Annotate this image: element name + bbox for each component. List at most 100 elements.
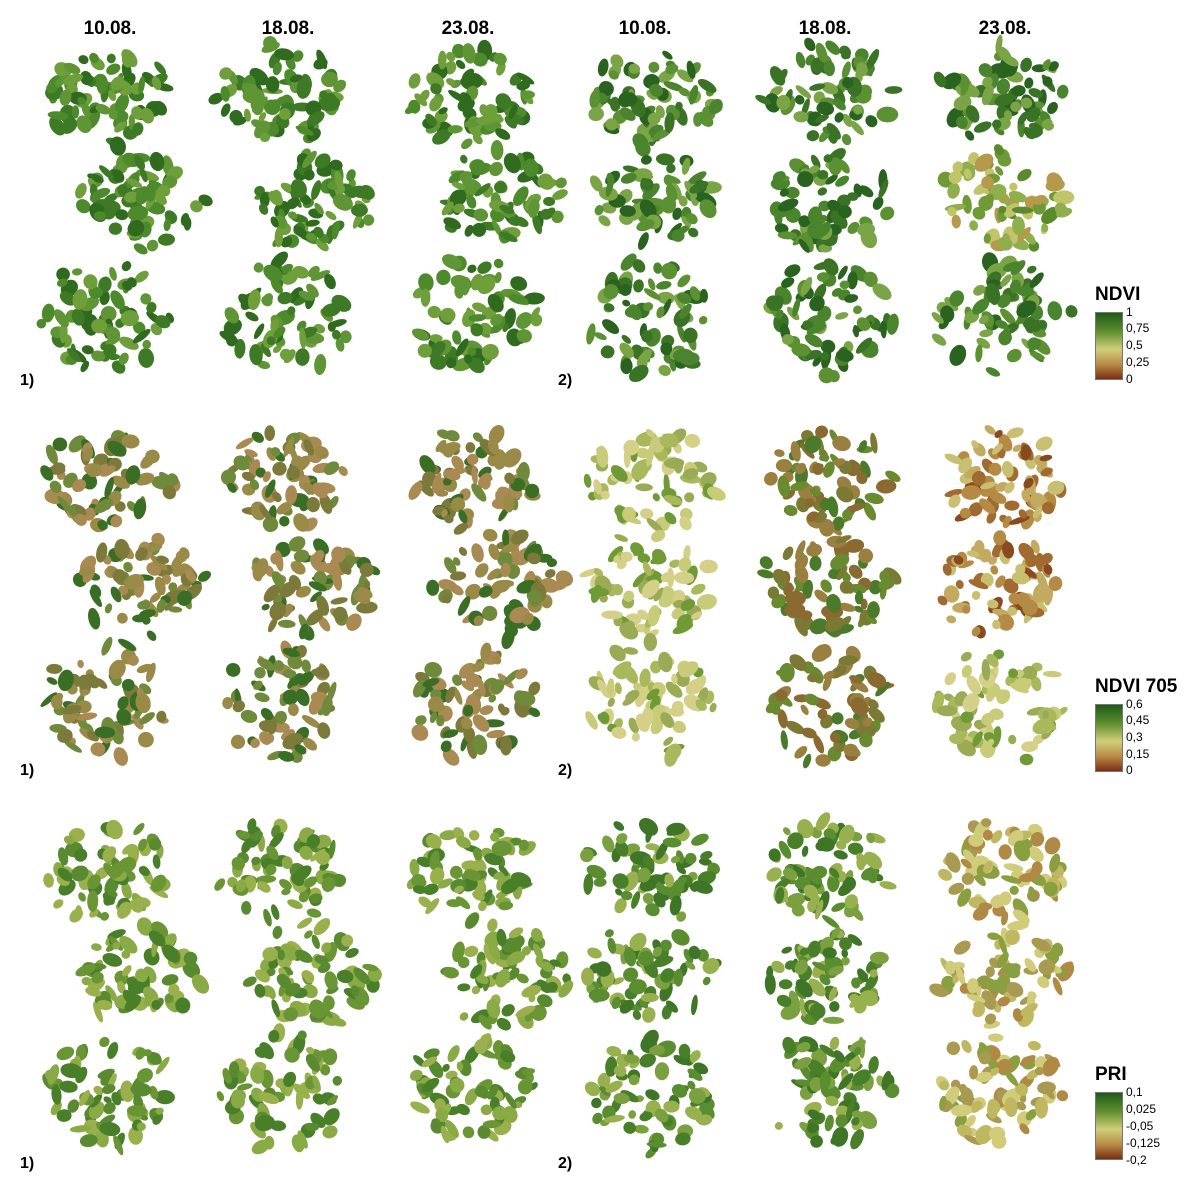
- leaf-shape: [150, 555, 168, 571]
- leaf-shape: [819, 498, 833, 511]
- leaf-shape: [678, 195, 688, 207]
- leaf-shape: [518, 839, 530, 851]
- leaf-shape: [691, 583, 706, 595]
- leaf-shape: [123, 191, 139, 203]
- leaf-shape: [847, 271, 858, 290]
- leaf-shape: [102, 206, 116, 220]
- leaf-shape: [471, 465, 478, 485]
- leaf-shape: [972, 731, 983, 747]
- leaf-shape: [532, 214, 543, 235]
- leaf-shape: [782, 1036, 796, 1054]
- leaf-shape: [815, 425, 829, 439]
- leaf-shape: [686, 60, 696, 79]
- leaf-shape: [838, 602, 856, 612]
- leaf-shape: [477, 275, 496, 295]
- leaf-shape: [884, 86, 903, 94]
- leaf-shape: [696, 594, 717, 610]
- leaf-shape: [838, 824, 855, 845]
- leaf-shape: [856, 472, 868, 485]
- leaf-shape: [57, 867, 73, 882]
- leaf-shape: [662, 50, 673, 60]
- leaf-shape: [308, 893, 323, 904]
- leaf-shape: [495, 93, 512, 109]
- canopy-tile: [242, 917, 382, 1027]
- leaf-shape: [998, 891, 1012, 906]
- leaf-shape: [286, 197, 300, 210]
- leaf-shape: [429, 96, 443, 112]
- leaf-shape: [876, 106, 899, 123]
- leaf-shape: [685, 960, 696, 970]
- leaf-shape: [468, 357, 485, 374]
- leaf-shape: [687, 171, 707, 186]
- leaf-shape: [49, 480, 62, 493]
- leaf-shape: [251, 856, 261, 866]
- leaf-shape: [475, 563, 489, 578]
- leaf-shape: [656, 306, 665, 319]
- leaf-shape: [955, 579, 964, 590]
- leaf-shape: [80, 360, 90, 373]
- leaf-shape: [1035, 436, 1053, 451]
- leaf-shape: [830, 553, 850, 570]
- leaf-shape: [637, 232, 649, 251]
- leaf-shape: [814, 589, 829, 603]
- leaf-shape: [960, 651, 972, 662]
- canopy-image: [254, 148, 375, 252]
- leaf-shape: [675, 101, 683, 111]
- canopy-tile: [585, 139, 722, 251]
- leaf-shape: [791, 343, 811, 357]
- leaf-shape: [1028, 886, 1037, 902]
- leaf-shape: [642, 1007, 656, 1023]
- leaf-shape: [652, 946, 663, 957]
- leaf-shape: [830, 926, 841, 939]
- leaf-shape: [820, 579, 832, 593]
- leaf-shape: [673, 968, 684, 987]
- leaf-shape: [330, 597, 348, 605]
- leaf-shape: [821, 645, 832, 659]
- canopy-image: [929, 920, 1075, 1029]
- canopy-tile: [214, 818, 350, 927]
- leaf-shape: [1028, 122, 1043, 134]
- leaf-shape: [353, 967, 371, 985]
- canopy-image: [251, 536, 381, 641]
- leaf-shape: [1044, 1086, 1055, 1100]
- leaf-shape: [604, 929, 614, 938]
- leaf-shape: [1054, 202, 1068, 215]
- leaf-shape: [653, 587, 665, 602]
- leaf-shape: [292, 50, 304, 62]
- leaf-shape: [508, 967, 520, 981]
- leaf-shape: [615, 840, 629, 857]
- leaf-shape: [104, 477, 115, 498]
- leaf-shape: [301, 659, 312, 673]
- leaf-shape: [949, 290, 965, 307]
- leaf-shape: [43, 873, 54, 888]
- leaf-shape: [503, 152, 521, 174]
- canopy-image: [935, 1033, 1069, 1149]
- leaf-shape: [338, 466, 348, 476]
- leaf-shape: [592, 1112, 603, 1125]
- leaf-shape: [75, 905, 82, 915]
- leaf-shape: [280, 236, 293, 248]
- leaf-shape: [306, 1046, 315, 1055]
- leaf-shape: [297, 917, 313, 929]
- leaf-shape: [1009, 182, 1018, 191]
- leaf-shape: [56, 1109, 72, 1122]
- leaf-shape: [266, 336, 276, 346]
- leaf-shape: [311, 934, 320, 949]
- leaf-shape: [102, 846, 117, 862]
- leaf-shape: [258, 1092, 279, 1105]
- leaf-shape: [1004, 500, 1020, 511]
- leaf-shape: [665, 743, 682, 761]
- leaf-shape: [478, 901, 487, 912]
- leaf-shape: [305, 232, 317, 241]
- leaf-shape: [296, 320, 307, 332]
- leaf-shape: [493, 258, 504, 269]
- leaf-shape: [850, 697, 869, 717]
- leaf-shape: [781, 277, 795, 288]
- leaf-shape: [261, 41, 280, 53]
- leaf-shape: [88, 607, 101, 630]
- leaf-shape: [50, 694, 63, 710]
- leaf-shape: [1044, 837, 1061, 855]
- leaf-shape: [815, 754, 831, 767]
- leaf-shape: [589, 90, 600, 109]
- leaf-shape: [676, 614, 693, 632]
